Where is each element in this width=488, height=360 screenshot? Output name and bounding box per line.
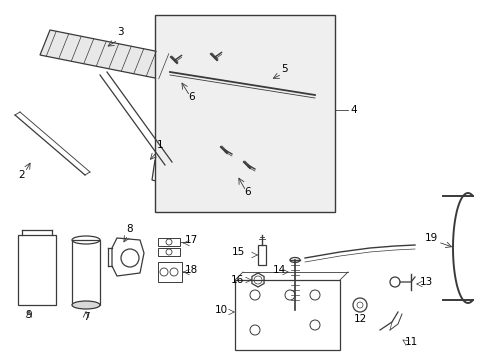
Text: 10: 10: [214, 305, 227, 315]
Bar: [158, 238, 180, 246]
Polygon shape: [40, 30, 175, 80]
Text: 16: 16: [230, 275, 244, 285]
Text: 12: 12: [353, 314, 366, 324]
Text: 7: 7: [82, 312, 89, 322]
Text: 13: 13: [419, 277, 432, 287]
Bar: [18, 235, 56, 305]
Text: 15: 15: [231, 247, 244, 257]
Bar: [158, 248, 180, 256]
Bar: [258, 245, 265, 265]
Text: 6: 6: [244, 187, 251, 197]
Text: 11: 11: [404, 337, 417, 347]
Bar: [158, 262, 182, 282]
Ellipse shape: [72, 301, 100, 309]
Text: 4: 4: [349, 105, 356, 115]
Text: 3: 3: [117, 27, 123, 37]
Bar: [72, 240, 100, 305]
Text: 8: 8: [126, 224, 133, 234]
Bar: [235, 280, 339, 350]
Text: 17: 17: [184, 235, 198, 245]
Text: 6: 6: [188, 92, 195, 102]
Bar: [155, 15, 334, 212]
Text: 9: 9: [26, 310, 32, 320]
Text: 1: 1: [156, 140, 163, 150]
Text: 19: 19: [424, 233, 437, 243]
Text: 18: 18: [184, 265, 198, 275]
Text: 14: 14: [272, 265, 285, 275]
Text: 5: 5: [281, 64, 288, 74]
Text: 2: 2: [19, 170, 25, 180]
